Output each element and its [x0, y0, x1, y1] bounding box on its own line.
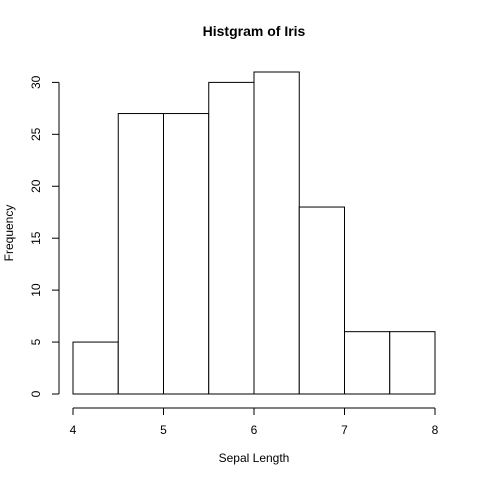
histogram-bar-6 [344, 331, 391, 395]
histogram-bar-3 [208, 81, 255, 395]
x-tick-label-1: 5 [160, 423, 167, 437]
x-axis-label: Sepal Length [219, 451, 290, 465]
histogram-bars [72, 71, 436, 395]
y-tick-label-4: 20 [29, 179, 43, 193]
y-tick-label-3: 15 [29, 231, 43, 245]
histogram-bar-5 [298, 206, 345, 395]
y-tick-label-2: 10 [29, 283, 43, 297]
histogram-bar-0 [72, 341, 119, 395]
y-tick-label-1: 5 [29, 338, 43, 345]
x-tick-label-3: 7 [341, 423, 348, 437]
y-axis: 0 5 10 15 20 25 30 [29, 75, 60, 397]
x-tick-label-4: 8 [432, 423, 439, 437]
x-tick-label-2: 6 [251, 423, 258, 437]
y-axis-label: Frequency [2, 205, 16, 262]
histogram-bar-2 [163, 113, 210, 395]
histogram-bar-4 [253, 71, 300, 395]
x-axis: 4 5 6 7 8 [70, 407, 439, 437]
y-tick-label-5: 25 [29, 127, 43, 141]
chart-title: Histgram of Iris [203, 23, 306, 39]
x-tick-label-0: 4 [70, 423, 77, 437]
y-tick-label-0: 0 [29, 390, 43, 397]
histogram-bar-7 [389, 331, 436, 395]
histogram-bar-1 [117, 113, 164, 395]
y-tick-label-6: 30 [29, 75, 43, 89]
